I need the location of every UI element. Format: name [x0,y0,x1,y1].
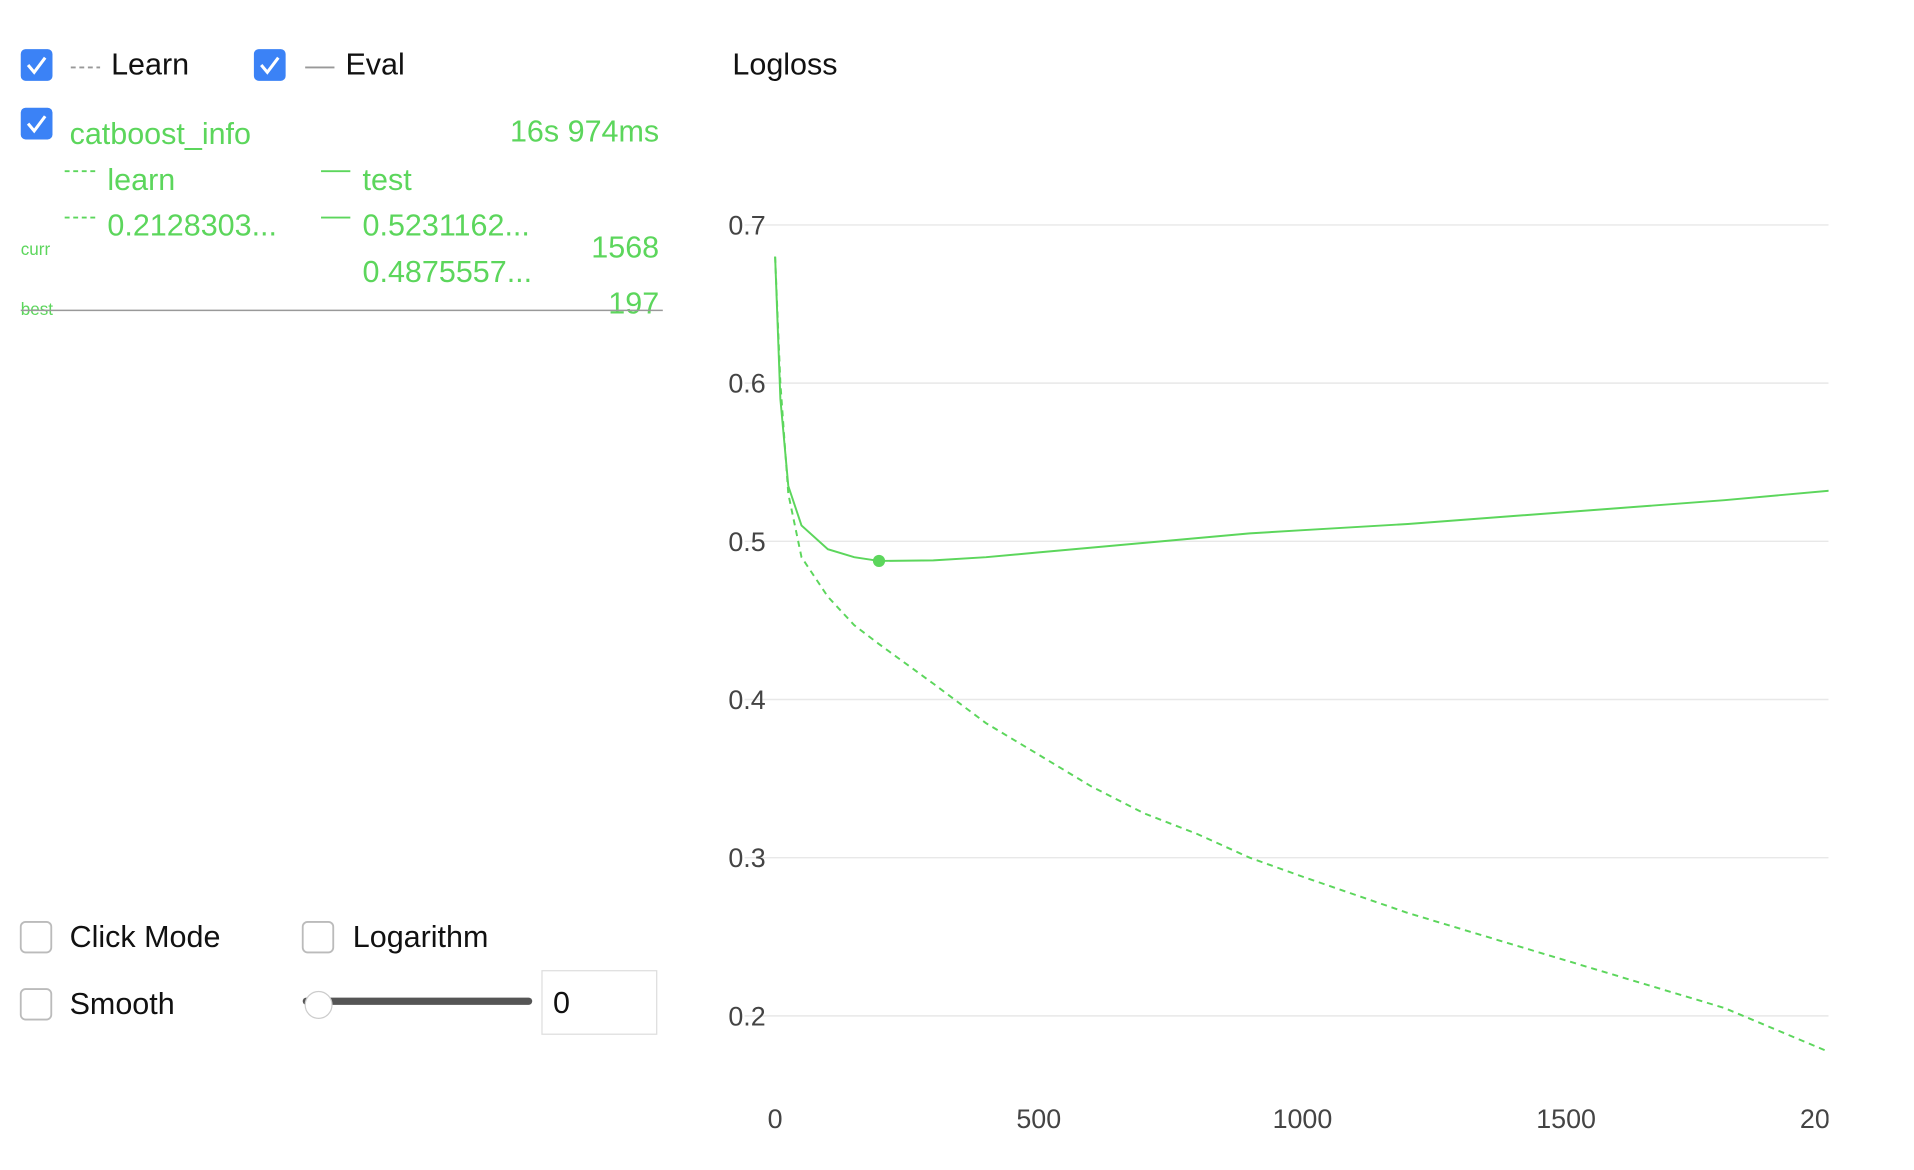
best-iteration: 197 [608,287,659,321]
plot: 0 500 1000 1500 2000 [744,224,1860,1134]
series-line [774,256,1829,1053]
smooth-checkbox[interactable] [19,988,53,1021]
y-tick-label: 0.2 [728,1001,765,1031]
eval-label: Eval [345,47,404,81]
learn-checkbox[interactable] [20,49,53,81]
x-tick-label: 1500 [1536,1104,1596,1134]
y-tick-label: 0.4 [728,685,765,715]
y-tick-label: 0.6 [728,369,765,399]
y-tick-label: 0.5 [728,527,765,557]
smooth-label: Smooth [70,987,175,1021]
curr-iteration: 1568 [591,230,659,264]
curr-test: 0.5231162... [363,208,530,242]
eval-checkbox[interactable] [253,49,286,81]
logarithm-label: Logarithm [353,920,489,954]
run-time: 16s 974ms [510,114,659,148]
smooth-slider[interactable] [302,997,533,1005]
test-header: test [363,163,413,197]
learn-label: Learn [111,47,189,81]
x-tick-label: 500 [1016,1104,1061,1134]
click-mode-label: Click Mode [70,920,221,954]
click-mode-checkbox[interactable] [19,920,53,954]
y-tick-label: 0.7 [728,210,765,240]
smooth-value: 0 [553,986,570,1020]
slider-knob[interactable] [304,990,333,1019]
curr-learn: 0.2128303... [107,208,277,242]
curr-label: curr [21,240,51,259]
run-checkbox[interactable] [20,107,53,140]
y-tick-label: 0.3 [728,843,765,873]
best-point [872,554,886,568]
best-label: best [21,300,54,319]
best-test: 0.4875557... [363,255,533,289]
x-tick-label: 0 [768,1104,783,1134]
series-line [774,256,1829,562]
run-name: catboost_info [70,117,251,151]
logarithm-checkbox[interactable] [301,920,335,954]
chart-title: Logloss [732,47,837,81]
smooth-input[interactable] [541,970,658,1035]
x-tick-label: 2000 [1800,1104,1860,1134]
learn-header: learn [107,163,175,197]
x-tick-label: 1000 [1273,1104,1333,1134]
